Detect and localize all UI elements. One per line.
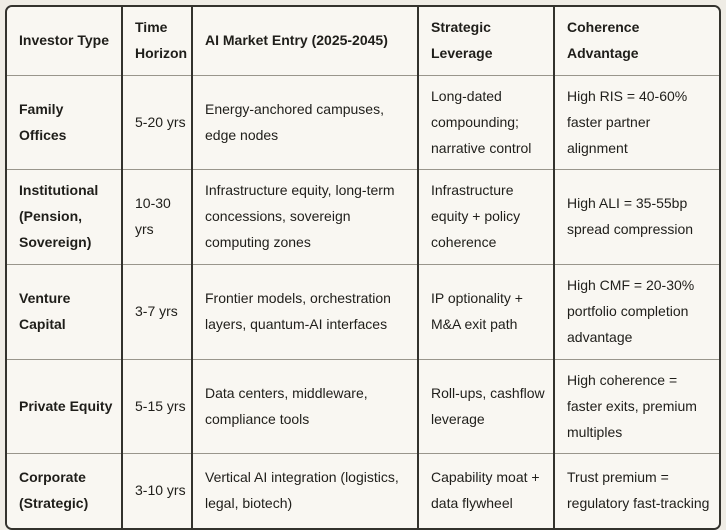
cell-time-horizon: 5-15 yrs <box>121 358 192 454</box>
cell-investor-type: Family Offices <box>7 74 122 170</box>
table-row-venture-capital: Venture Capital 3-7 yrs Frontier models,… <box>7 264 719 360</box>
column-header-investor-type: Investor Type <box>7 7 122 76</box>
cell-strategic-leverage: Infrastructure equity + policy coherence <box>417 169 554 265</box>
column-header-strategic-leverage: Strategic Leverage <box>417 7 554 76</box>
cell-market-entry: Vertical AI integration (logistics, lega… <box>191 453 418 528</box>
cell-market-entry: Data centers, middleware, compliance too… <box>191 358 418 454</box>
column-header-ai-market-entry: AI Market Entry (2025-2045) <box>191 7 418 76</box>
cell-market-entry: Infrastructure equity, long-term concess… <box>191 169 418 265</box>
investor-comparison-table: Investor Type Time Horizon AI Market Ent… <box>7 7 719 528</box>
cell-time-horizon: 3-10 yrs <box>121 453 192 528</box>
cell-time-horizon: 5-20 yrs <box>121 74 192 170</box>
cell-investor-type: Venture Capital <box>7 264 122 360</box>
cell-strategic-leverage: Roll-ups, cashflow leverage <box>417 358 554 454</box>
table-body: Family Offices 5-20 yrs Energy-anchored … <box>7 74 719 528</box>
cell-coherence-advantage: Trust premium = regulatory fast-tracking <box>553 453 719 528</box>
cell-coherence-advantage: High CMF = 20-30% portfolio completion a… <box>553 264 719 360</box>
cell-market-entry: Frontier models, orchestration layers, q… <box>191 264 418 360</box>
table-row-family-offices: Family Offices 5-20 yrs Energy-anchored … <box>7 74 719 170</box>
table-row-private-equity: Private Equity 5-15 yrs Data centers, mi… <box>7 358 719 454</box>
cell-time-horizon: 10-30 yrs <box>121 169 192 265</box>
cell-investor-type: Corporate (Strategic) <box>7 453 122 528</box>
column-header-coherence-advantage: Coherence Advantage <box>553 7 719 76</box>
cell-strategic-leverage: IP optionality + M&A exit path <box>417 264 554 360</box>
table-header: Investor Type Time Horizon AI Market Ent… <box>7 7 719 76</box>
cell-coherence-advantage: High coherence = faster exits, premium m… <box>553 358 719 454</box>
cell-coherence-advantage: High RIS = 40-60% faster partner alignme… <box>553 74 719 170</box>
cell-market-entry: Energy-anchored campuses, edge nodes <box>191 74 418 170</box>
investor-comparison-table-card: Investor Type Time Horizon AI Market Ent… <box>5 5 721 530</box>
column-header-time-horizon: Time Horizon <box>121 7 192 76</box>
cell-strategic-leverage: Capability moat + data flywheel <box>417 453 554 528</box>
table-row-institutional: Institutional (Pension, Sovereign) 10-30… <box>7 169 719 265</box>
cell-strategic-leverage: Long-dated compounding; narrative contro… <box>417 74 554 170</box>
header-row: Investor Type Time Horizon AI Market Ent… <box>7 7 719 76</box>
cell-investor-type: Private Equity <box>7 358 122 454</box>
cell-investor-type: Institutional (Pension, Sovereign) <box>7 169 122 265</box>
table-row-corporate-strategic: Corporate (Strategic) 3-10 yrs Vertical … <box>7 453 719 528</box>
cell-time-horizon: 3-7 yrs <box>121 264 192 360</box>
cell-coherence-advantage: High ALI = 35-55bp spread compression <box>553 169 719 265</box>
